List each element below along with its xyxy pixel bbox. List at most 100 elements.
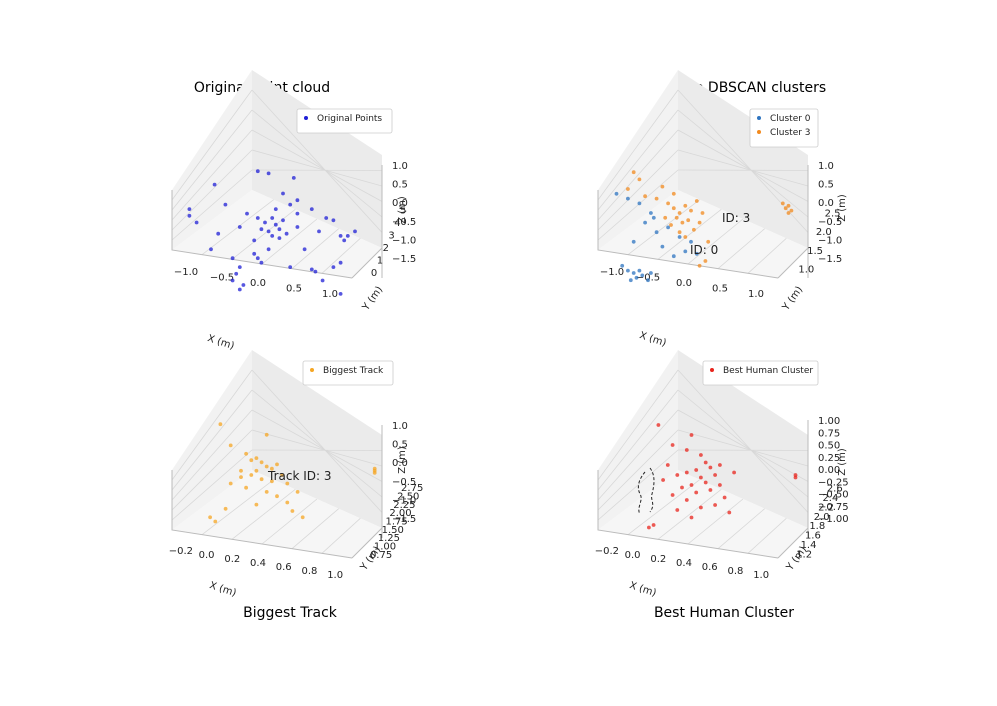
grid-line (171, 109, 253, 211)
grid-line (231, 209, 296, 260)
grid-line (261, 498, 318, 545)
data-point (208, 515, 213, 520)
z-tick-label: 0.75 (818, 428, 840, 439)
data-point (626, 196, 630, 201)
data-point (722, 495, 727, 500)
legend-box (302, 360, 394, 386)
legend-box (749, 108, 819, 148)
data-point (700, 211, 705, 215)
x-tick-label: 0.0 (676, 278, 692, 289)
x-tick-label: −0.5 (636, 272, 660, 283)
y-tick-label: 4 (394, 218, 400, 229)
pane-floor (172, 470, 382, 558)
grid-line (251, 149, 383, 187)
data-point (264, 464, 269, 469)
grid-line (657, 489, 722, 540)
data-point (284, 231, 289, 236)
data-point (209, 247, 213, 252)
data-point (684, 470, 689, 475)
data-point (281, 218, 285, 223)
y-tick-label: 2.00 (389, 508, 411, 519)
data-point (614, 191, 619, 196)
grid-line (321, 238, 361, 274)
x-axis-label: X (m) (208, 580, 238, 599)
data-point (259, 460, 264, 465)
y-tick-label: 2.25 (393, 500, 415, 511)
z-tick-label: −1.0 (392, 495, 416, 506)
series-1 (647, 423, 798, 530)
grid-line (597, 169, 679, 241)
y-tick-label: 2 (383, 243, 389, 254)
data-point (264, 432, 269, 437)
grid-line (677, 369, 809, 513)
data-point (786, 211, 791, 215)
grid-line (251, 389, 383, 498)
legend-marker (710, 368, 714, 372)
data-point (677, 235, 682, 239)
data-point (727, 510, 732, 515)
y-axis-label: Y (m) (360, 284, 385, 313)
data-point (665, 463, 670, 467)
annotation: Track ID: 3 (267, 469, 332, 483)
data-point (694, 490, 699, 495)
data-point (320, 278, 325, 283)
grid-line (251, 369, 383, 513)
data-point (237, 287, 242, 292)
data-point (244, 451, 249, 456)
data-point (684, 448, 689, 452)
data-point (230, 278, 235, 283)
z-tick-label: 1.0 (392, 161, 408, 172)
data-point (703, 480, 708, 485)
pane-floor (598, 470, 808, 558)
data-point (295, 198, 300, 203)
grid-line (597, 429, 679, 511)
panel-title-2: Top DBSCAN clusters (679, 80, 826, 96)
x-tick-label: 0.5 (286, 284, 302, 295)
data-point (295, 211, 300, 216)
y-tick-label: 2.0 (814, 512, 830, 523)
data-point (670, 443, 675, 447)
y-tick-label: 1.00 (374, 542, 396, 553)
grid-line (687, 218, 744, 265)
data-point (273, 222, 278, 227)
data-point (300, 515, 305, 520)
legend-label: Best Human Cluster (723, 366, 813, 376)
z-tick-label: −0.50 (818, 490, 849, 501)
grid-line (261, 218, 318, 265)
data-point (732, 470, 736, 475)
data-point (212, 182, 217, 187)
z-tick-label: −0.5 (392, 217, 416, 228)
data-point (631, 170, 636, 175)
grid-line (171, 409, 253, 501)
data-point (302, 247, 307, 252)
y-axis-label: Y (m) (780, 284, 805, 313)
grid-line (171, 389, 253, 491)
z-axis-label: Z (m) (837, 194, 848, 222)
z-tick-label: −1.0 (392, 235, 416, 246)
panel-title-3: Biggest Track (243, 605, 338, 621)
data-point (789, 208, 794, 213)
y-tick-label: 1.6 (805, 531, 821, 542)
series-1 (187, 169, 357, 296)
y-tick-label: 1.50 (382, 525, 404, 536)
grid-line (597, 409, 679, 501)
data-point (291, 176, 296, 180)
data-point (237, 265, 242, 269)
data-point (689, 515, 694, 520)
data-point (252, 251, 257, 256)
x-axis-label: X (m) (628, 580, 658, 599)
data-point (270, 466, 274, 471)
data-point (692, 227, 696, 232)
data-point (666, 201, 670, 206)
data-point (713, 503, 717, 507)
legend-marker (304, 116, 308, 120)
z-axis-label: Z (m) (837, 448, 848, 476)
data-point (252, 238, 257, 243)
data-point (686, 218, 691, 223)
grid-line (717, 508, 765, 549)
x-tick-label: 0.6 (276, 562, 292, 573)
data-point (353, 229, 357, 234)
data-point (660, 244, 665, 249)
x-tick-label: 0.2 (224, 554, 240, 565)
data-point (194, 220, 199, 225)
